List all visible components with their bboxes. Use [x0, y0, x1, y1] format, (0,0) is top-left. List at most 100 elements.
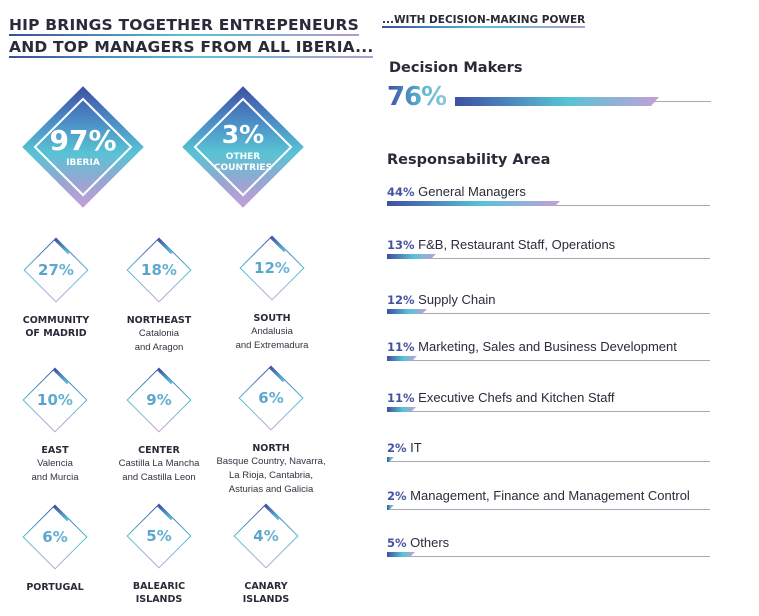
region-sub-1: Andalusia [251, 326, 293, 337]
area-pct: 11% [387, 340, 415, 354]
area-pct: 12% [387, 293, 415, 307]
iberia-pct: 97% [49, 124, 117, 157]
area-track [387, 461, 710, 462]
area-track [387, 313, 710, 314]
region-diamond: 10% [15, 360, 95, 440]
region-name: CANARY ISLANDS [242, 581, 290, 605]
region-name: EAST [41, 445, 69, 456]
area-label: Executive Chefs and Kitchen Staff [418, 390, 615, 405]
region-pct: 9% [119, 391, 199, 409]
left-heading: HIP BRINGS TOGETHER ENTREPENEURS AND TOP… [9, 14, 374, 58]
area-track [387, 411, 710, 412]
responsability-area-label: Responsability Area [387, 152, 551, 168]
area-label: Marketing, Sales and Business Developmen… [418, 339, 677, 354]
area-track [387, 258, 710, 259]
region-name: CENTER [138, 445, 180, 456]
area-row-executive-chefs: 11% Executive Chefs and Kitchen Staff [387, 390, 710, 416]
area-bar [387, 309, 427, 314]
other-countries-label-2: COUNTRIES [213, 163, 273, 173]
region-northeast: 18% NORTHEAST Catalonia and Aragon [104, 230, 214, 355]
area-bar [387, 201, 560, 206]
region-diamond: 12% [232, 228, 312, 308]
region-sub-2: and Castilla Leon [122, 472, 196, 483]
area-bar [387, 407, 416, 412]
area-bar [387, 552, 415, 557]
region-canary-islands: 4% CANARY ISLANDS [211, 496, 321, 606]
area-pct: 2% [387, 441, 407, 455]
area-row-management-finance: 2% Management, Finance and Management Co… [387, 488, 710, 514]
region-diamond: 4% [226, 496, 306, 576]
area-row-it: 2% IT [387, 440, 710, 466]
region-community-of-madrid: 27% COMMUNITY OF MADRID [1, 230, 111, 340]
region-sub-2: and Murcia [31, 472, 79, 483]
area-row-supply-chain: 12% Supply Chain [387, 292, 710, 318]
right-heading: ...WITH DECISION-MAKING POWER [382, 14, 586, 28]
decision-makers-pct: 76% [387, 82, 447, 112]
region-diamond: 6% [231, 358, 311, 438]
region-name: COMMUNITY OF MADRID [22, 315, 90, 339]
area-row-fnb: 13% F&B, Restaurant Staff, Operations [387, 237, 710, 263]
region-south: 12% SOUTH Andalusia and Extremadura [217, 228, 327, 353]
region-pct: 4% [226, 527, 306, 545]
region-name: NORTHEAST [126, 315, 192, 326]
region-sub-2: La Rioja, Cantabria, [229, 470, 313, 481]
area-track [387, 509, 710, 510]
area-bar [387, 457, 394, 462]
region-diamond: 18% [119, 230, 199, 310]
region-sub-1: Basque Country, Navarra, [216, 456, 326, 467]
area-track [387, 556, 710, 557]
region-north: 6% NORTH Basque Country, Navarra, La Rio… [196, 358, 346, 497]
area-pct: 2% [387, 489, 407, 503]
area-label: Supply Chain [418, 292, 496, 307]
region-east: 10% EAST Valencia and Murcia [0, 360, 110, 485]
area-label: Others [410, 535, 450, 550]
region-diamond: 27% [16, 230, 96, 310]
region-center: 9% CENTER Castilla La Mancha and Castill… [104, 360, 214, 485]
left-heading-line2: AND TOP MANAGERS FROM ALL IBERIA... [9, 38, 374, 58]
region-sub-1: Valencia [37, 458, 73, 469]
region-sub-2: and Extremadura [235, 340, 309, 351]
region-name: SOUTH [253, 313, 291, 324]
area-bar [387, 254, 436, 259]
region-pct: 18% [119, 261, 199, 279]
region-name: NORTH [252, 443, 290, 454]
area-label: IT [410, 440, 422, 455]
decision-makers-label: Decision Makers [389, 60, 523, 76]
area-bar [387, 505, 394, 510]
area-label: General Managers [418, 184, 526, 199]
region-sub-1: Castilla La Mancha [118, 458, 200, 469]
region-diamond: 9% [119, 360, 199, 440]
region-name: PORTUGAL [26, 582, 84, 593]
area-track [387, 360, 710, 361]
iberia-diamond: 97% IBERIA [8, 72, 158, 222]
area-label: Management, Finance and Management Contr… [410, 488, 690, 503]
region-sub-3: Asturias and Galicia [228, 484, 314, 495]
area-label: F&B, Restaurant Staff, Operations [418, 237, 616, 252]
region-pct: 6% [15, 528, 95, 546]
other-countries-diamond: 3% OTHER COUNTRIES [168, 72, 318, 222]
region-pct: 6% [231, 389, 311, 407]
iberia-label: IBERIA [66, 158, 100, 168]
region-portugal: 6% PORTUGAL [0, 497, 110, 594]
area-pct: 44% [387, 185, 415, 199]
region-sub-1: Catalonia [138, 328, 180, 339]
region-sub-2: and Aragon [134, 342, 184, 353]
region-pct: 5% [119, 527, 199, 545]
area-row-marketing: 11% Marketing, Sales and Business Develo… [387, 339, 710, 365]
region-diamond: 5% [119, 496, 199, 576]
region-diamond: 6% [15, 497, 95, 577]
region-balearic-islands: 5% BALEARIC ISLANDS [104, 496, 214, 606]
area-pct: 11% [387, 391, 415, 405]
left-heading-line1: HIP BRINGS TOGETHER ENTREPENEURS [9, 16, 360, 36]
region-pct: 27% [16, 261, 96, 279]
area-row-general-managers: 44% General Managers [387, 184, 710, 210]
area-pct: 13% [387, 238, 415, 252]
region-pct: 12% [232, 259, 312, 277]
decision-makers-bar [455, 97, 659, 106]
area-pct: 5% [387, 536, 407, 550]
area-row-others: 5% Others [387, 535, 710, 561]
region-pct: 10% [15, 391, 95, 409]
region-name: BALEARIC ISLANDS [132, 581, 186, 605]
area-bar [387, 356, 417, 361]
other-countries-pct: 3% [221, 120, 265, 149]
